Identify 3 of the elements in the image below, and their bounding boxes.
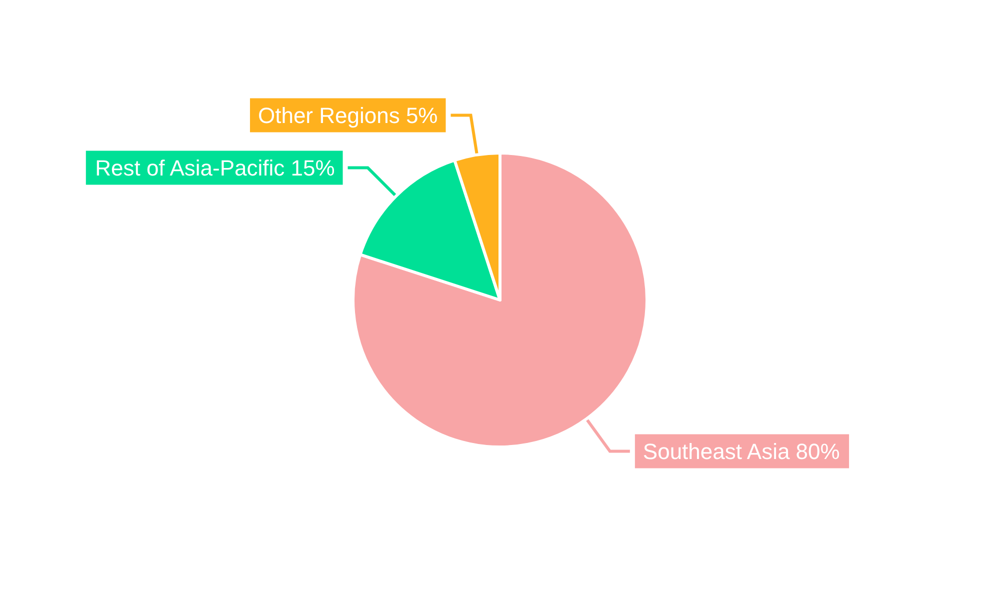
slice-label: Other Regions 5% (258, 102, 438, 128)
slice-label: Southeast Asia 80% (642, 438, 840, 464)
slice-label: Rest of Asia-Pacific 15% (95, 155, 335, 180)
